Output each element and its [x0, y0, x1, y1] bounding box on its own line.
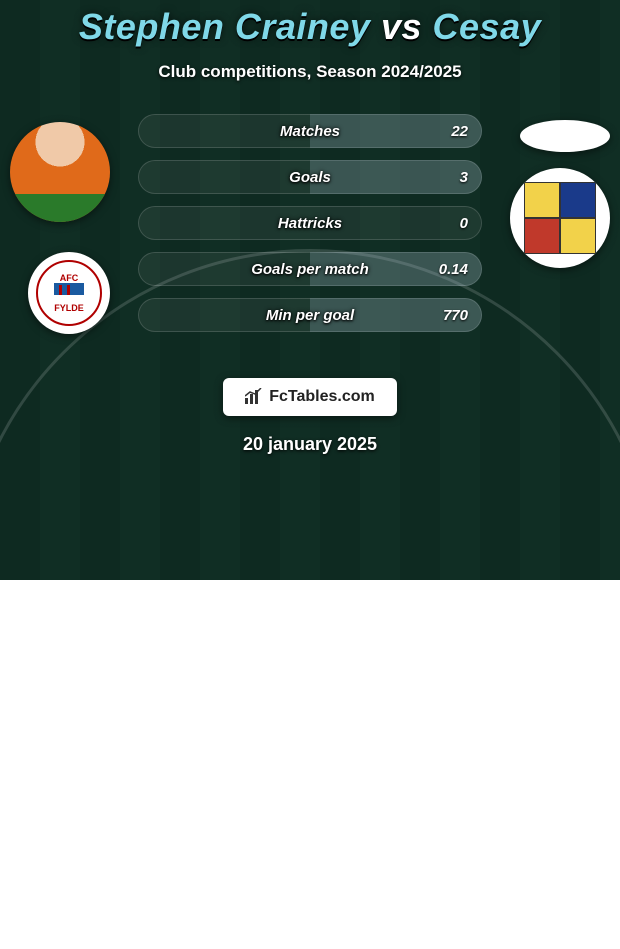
page-title: Stephen Crainey vs Cesay: [0, 6, 620, 48]
stat-value-right: 770: [443, 307, 468, 324]
stat-bar: Goals per match 0.14: [138, 252, 482, 286]
stat-bar: Matches 22: [138, 114, 482, 148]
player-b-name: Cesay: [433, 6, 542, 47]
player-b-flag: [520, 120, 610, 152]
club-badge-bottom-text: FYLDE: [54, 303, 84, 313]
vs-label: vs: [381, 6, 422, 47]
stat-value-right: 0: [460, 215, 468, 232]
shield-quadrant: [560, 218, 596, 254]
stat-fill-right: [310, 160, 482, 194]
shield-quadrant: [560, 182, 596, 218]
stat-label: Min per goal: [266, 307, 354, 324]
brand-badge[interactable]: FcTables.com: [223, 378, 397, 416]
player-a-name: Stephen Crainey: [79, 6, 371, 47]
stat-value-right: 3: [460, 169, 468, 186]
infographic: Stephen Crainey vs Cesay Club competitio…: [0, 0, 620, 455]
stat-bars: Matches 22 Goals 3 Hattricks 0 Goals per match…: [138, 114, 482, 344]
stat-label: Hattricks: [278, 215, 342, 232]
player-a-club-badge: AFC FYLDE: [28, 252, 110, 334]
stat-label: Matches: [280, 123, 340, 140]
shield-quadrant: [524, 182, 560, 218]
stat-value-right: 0.14: [439, 261, 468, 278]
stat-bar: Hattricks 0: [138, 206, 482, 240]
subtitle: Club competitions, Season 2024/2025: [0, 62, 620, 82]
stat-label: Goals: [289, 169, 331, 186]
stat-value-right: 22: [451, 123, 468, 140]
bars-icon: [245, 388, 263, 404]
stat-bar: Min per goal 770: [138, 298, 482, 332]
brand-text: FcTables.com: [269, 388, 375, 405]
player-b-club-badge: [510, 168, 610, 268]
ship-icon: [54, 283, 84, 303]
avatar-grass: [10, 194, 110, 222]
shield-quadrant: [524, 218, 560, 254]
comparison-area: AFC FYLDE Matches 22 Goals 3 Hattricks 0 Goals…: [0, 112, 620, 372]
club-badge-top-text: AFC: [60, 273, 79, 283]
stat-bar: Goals 3: [138, 160, 482, 194]
player-a-avatar: [10, 122, 110, 222]
date-label: 20 january 2025: [0, 434, 620, 455]
stat-label: Goals per match: [251, 261, 369, 278]
club-badge-inner: AFC FYLDE: [36, 260, 102, 326]
